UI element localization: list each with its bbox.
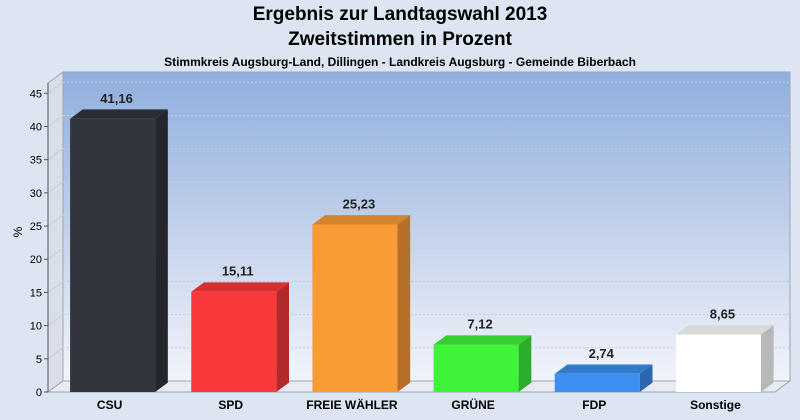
grid-line-side [47,347,64,360]
plot-back-wall [62,71,791,382]
y-tick-label: 35 [30,155,42,167]
y-tick-label: 5 [36,354,42,366]
bar-side [155,109,168,392]
bar-fdp: 2,74 [554,346,653,392]
y-axis-label: % [11,226,25,237]
bar-side [276,282,289,392]
chart-title: Ergebnis zur Landtagswahl 2013 [252,4,548,25]
bar-csu: 41,16 [70,91,168,392]
chart-title-2: Zweitstimmen in Prozent [288,29,512,50]
bar-top [554,364,653,374]
y-tick-label: 0 [36,387,42,399]
bar-freie-wähler: 25,23 [312,197,411,392]
x-tick-label: GRÜNE [451,397,494,412]
grid-line-side [47,115,64,127]
grid-line-side [47,247,64,260]
bar-top [70,109,168,119]
bar-value-label: 2,74 [589,346,615,361]
x-tick-label: FREIE WÄHLER [306,397,398,412]
bar-front [312,224,398,392]
grid-line-side [47,281,64,293]
y-tick-label: 45 [30,88,42,100]
bar-sonstige: 8,65 [675,307,774,392]
plot-side-wall [47,71,64,393]
bar-side [639,364,653,392]
bar-side [518,335,532,392]
y-tick-label: 25 [30,221,42,233]
chart-subtitle: Stimmkreis Augsburg-Land, Dillingen - La… [164,55,636,69]
y-tick-label: 20 [30,254,42,266]
bar-value-label: 8,65 [710,307,735,322]
bar-top [675,325,774,335]
bar-front [675,334,761,392]
bar-top [433,335,532,345]
x-tick-label: Sonstige [690,398,741,412]
bar-front [433,344,519,392]
grid-line-side [47,81,64,94]
grid-line-side [47,148,64,161]
grid-line-side [47,214,64,227]
bar-top [191,282,289,292]
bar-front [70,118,156,392]
bar-spd: 15,11 [191,264,289,392]
bar-grüne: 7,12 [433,317,532,392]
x-tick-label: SPD [218,398,243,412]
bar-front [191,291,277,392]
bar-side [760,325,774,392]
bar-front [554,373,640,392]
bar-value-label: 7,12 [467,317,492,332]
grid-line-side [47,181,64,194]
y-tick-label: 40 [30,121,42,133]
y-tick-label: 10 [30,321,42,333]
bar-side [397,215,411,392]
x-tick-label: CSU [97,398,122,412]
y-tick-label: 15 [30,287,42,299]
bar-value-label: 15,11 [222,264,254,279]
bar-value-label: 41,16 [100,91,133,106]
bar-value-label: 25,23 [343,197,376,212]
y-tick-label: 30 [30,188,42,200]
grid-line-side [47,314,64,327]
x-tick-label: FDP [582,398,606,412]
bar-top [312,215,411,225]
